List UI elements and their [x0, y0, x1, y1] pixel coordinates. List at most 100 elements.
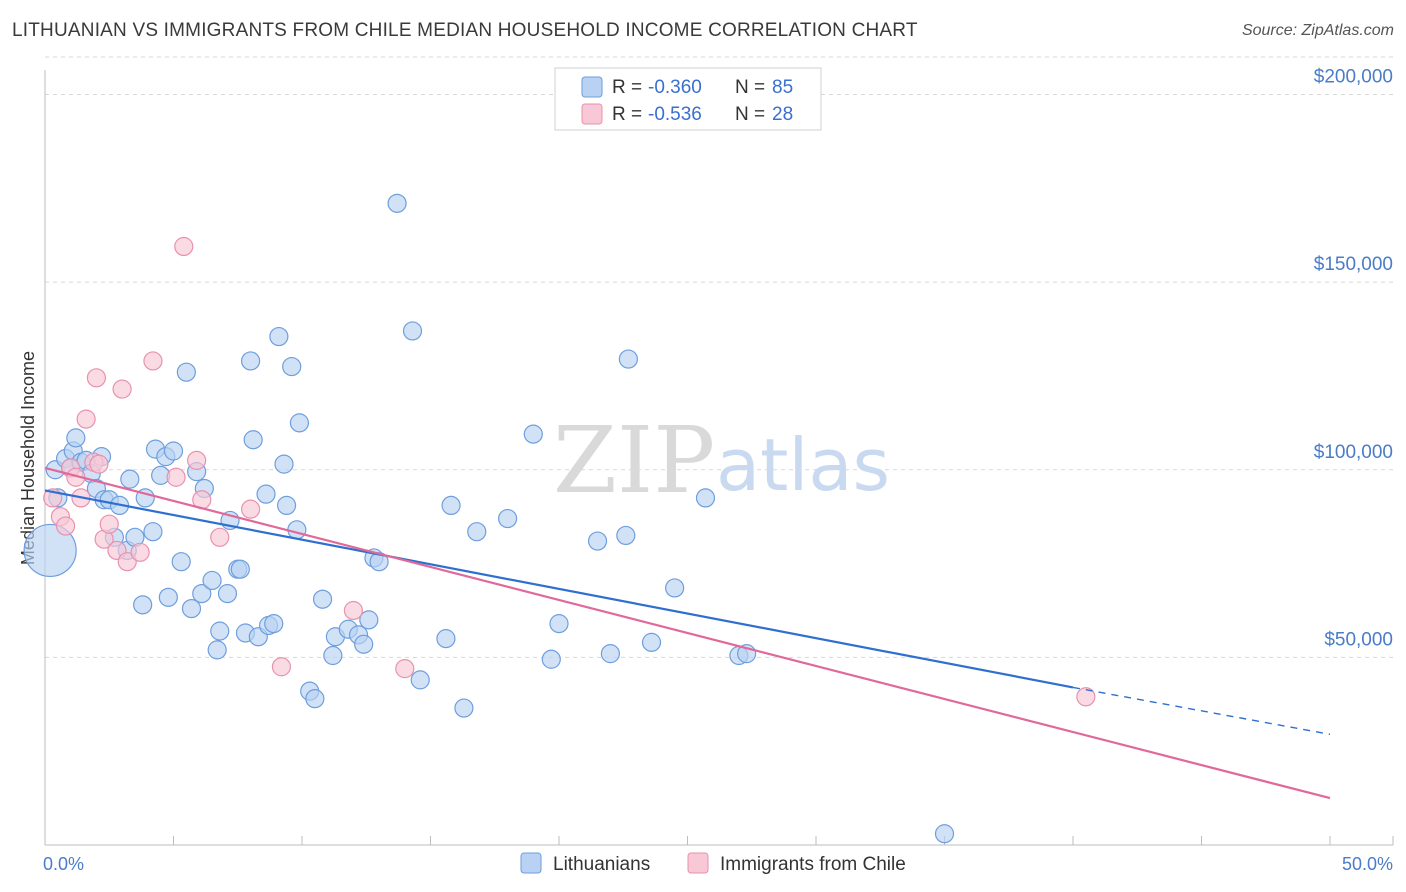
y-tick-label: $100,000 [1314, 442, 1393, 463]
y-tick-label: $200,000 [1314, 67, 1393, 88]
bottom-legend: Lithuanians Immigrants from Chile [520, 852, 906, 875]
y-axis-label: Median Household Income [18, 351, 38, 565]
data-point-chile [86, 368, 107, 388]
chart-title: LITHUANIAN VS IMMIGRANTS FROM CHILE MEDI… [12, 20, 918, 41]
legend-n-value-2: 28 [772, 104, 793, 125]
trend-lines [44, 466, 1331, 800]
x-tick-marks [44, 836, 1394, 845]
data-point-lithuanians [312, 589, 333, 609]
data-point-lithuanians [23, 523, 77, 578]
data-point-lithuanians [402, 321, 423, 341]
data-point-lithuanians [264, 614, 284, 634]
data-point-chile [166, 467, 186, 487]
data-point-lithuanians [587, 531, 608, 551]
legend-r-label-2: R = [612, 104, 642, 125]
source-attribution: Source: ZipAtlas.com [1241, 22, 1394, 39]
legend: R = -0.360 N = 85 R = -0.536 N = 28 [554, 67, 822, 131]
data-point-chile [76, 409, 96, 429]
data-point-chile [130, 542, 150, 562]
data-point-chile [343, 600, 363, 621]
legend-n-value-1: 85 [772, 77, 793, 98]
legend-n-label-2: N = [735, 104, 765, 125]
data-point-chile [187, 450, 207, 470]
data-point-chile [99, 514, 119, 534]
legend-r-label-1: R = [612, 77, 642, 98]
data-point-lithuanians [305, 689, 325, 709]
data-point-lithuanians [454, 698, 474, 718]
trend-line-lithuanians-extension [1072, 686, 1331, 735]
data-point-lithuanians [498, 508, 518, 529]
data-point-lithuanians [282, 356, 302, 377]
series-chile-points [43, 236, 1096, 707]
data-point-chile [112, 379, 132, 399]
data-point-lithuanians [241, 351, 261, 371]
legend-swatch-pink [581, 103, 603, 125]
data-point-lithuanians [354, 634, 374, 654]
x-tick-label-min: 0.0% [43, 854, 84, 874]
data-point-lithuanians [163, 441, 184, 461]
data-point-lithuanians [274, 454, 294, 474]
data-point-lithuanians [207, 640, 227, 660]
data-point-lithuanians [230, 559, 250, 579]
data-point-lithuanians [549, 614, 569, 634]
data-point-lithuanians [181, 598, 202, 619]
data-point-lithuanians [158, 587, 178, 607]
bottom-legend-swatch-chile [687, 852, 709, 874]
data-point-lithuanians [541, 649, 561, 669]
data-point-lithuanians [143, 522, 163, 542]
data-point-chile [271, 657, 292, 677]
y-tick-label: $150,000 [1314, 254, 1393, 275]
data-point-lithuanians [217, 583, 238, 604]
data-point-chile [1076, 687, 1096, 707]
data-point-lithuanians [387, 193, 407, 213]
data-point-lithuanians [934, 824, 955, 844]
trend-line-lithuanians [44, 489, 1074, 689]
watermark: ZIP atlas [553, 407, 890, 514]
data-point-lithuanians [618, 349, 638, 369]
data-point-lithuanians [410, 670, 430, 690]
data-point-chile [210, 527, 230, 547]
trend-line-chile [44, 466, 1331, 800]
data-point-lithuanians [192, 583, 212, 604]
y-tick-labels: $50,000 $100,000 $150,000 $200,000 [1314, 67, 1393, 651]
legend-r-value-2: -0.536 [648, 104, 702, 125]
data-point-lithuanians [269, 326, 289, 347]
bottom-legend-swatch-lithuanians [520, 852, 542, 874]
data-point-lithuanians [243, 430, 263, 450]
data-point-lithuanians [202, 570, 222, 591]
data-point-lithuanians [287, 520, 307, 540]
data-point-lithuanians [600, 644, 621, 664]
data-point-lithuanians [276, 495, 297, 516]
data-point-lithuanians [436, 629, 456, 649]
data-point-lithuanians [359, 610, 379, 630]
bottom-legend-label-chile: Immigrants from Chile [720, 854, 906, 875]
data-point-lithuanians [616, 525, 636, 546]
x-tick-label-max: 50.0% [1342, 854, 1393, 874]
y-tick-label: $50,000 [1324, 629, 1393, 650]
data-point-lithuanians [323, 645, 343, 666]
legend-n-label-1: N = [735, 77, 765, 98]
legend-swatch-blue [581, 76, 603, 98]
data-point-chile [55, 516, 76, 536]
data-point-lithuanians [210, 621, 230, 641]
data-point-lithuanians [66, 428, 86, 448]
watermark-atlas: atlas [716, 423, 890, 507]
data-point-chile [395, 659, 415, 679]
data-point-chile [241, 499, 261, 519]
data-point-chile [89, 454, 109, 474]
watermark-zip: ZIP [553, 407, 715, 514]
data-point-lithuanians [467, 522, 487, 542]
series-lithuanians-points [23, 193, 955, 844]
data-point-lithuanians [523, 424, 543, 444]
data-point-lithuanians [289, 413, 310, 433]
data-point-lithuanians [641, 632, 662, 652]
data-point-chile [117, 552, 137, 572]
data-point-chile [143, 351, 163, 371]
data-point-lithuanians [171, 552, 191, 572]
bottom-legend-label-lithuanians: Lithuanians [553, 854, 650, 875]
data-point-lithuanians [695, 488, 716, 508]
data-point-lithuanians [665, 578, 685, 598]
data-point-lithuanians [441, 495, 461, 516]
legend-r-value-1: -0.360 [648, 77, 702, 98]
